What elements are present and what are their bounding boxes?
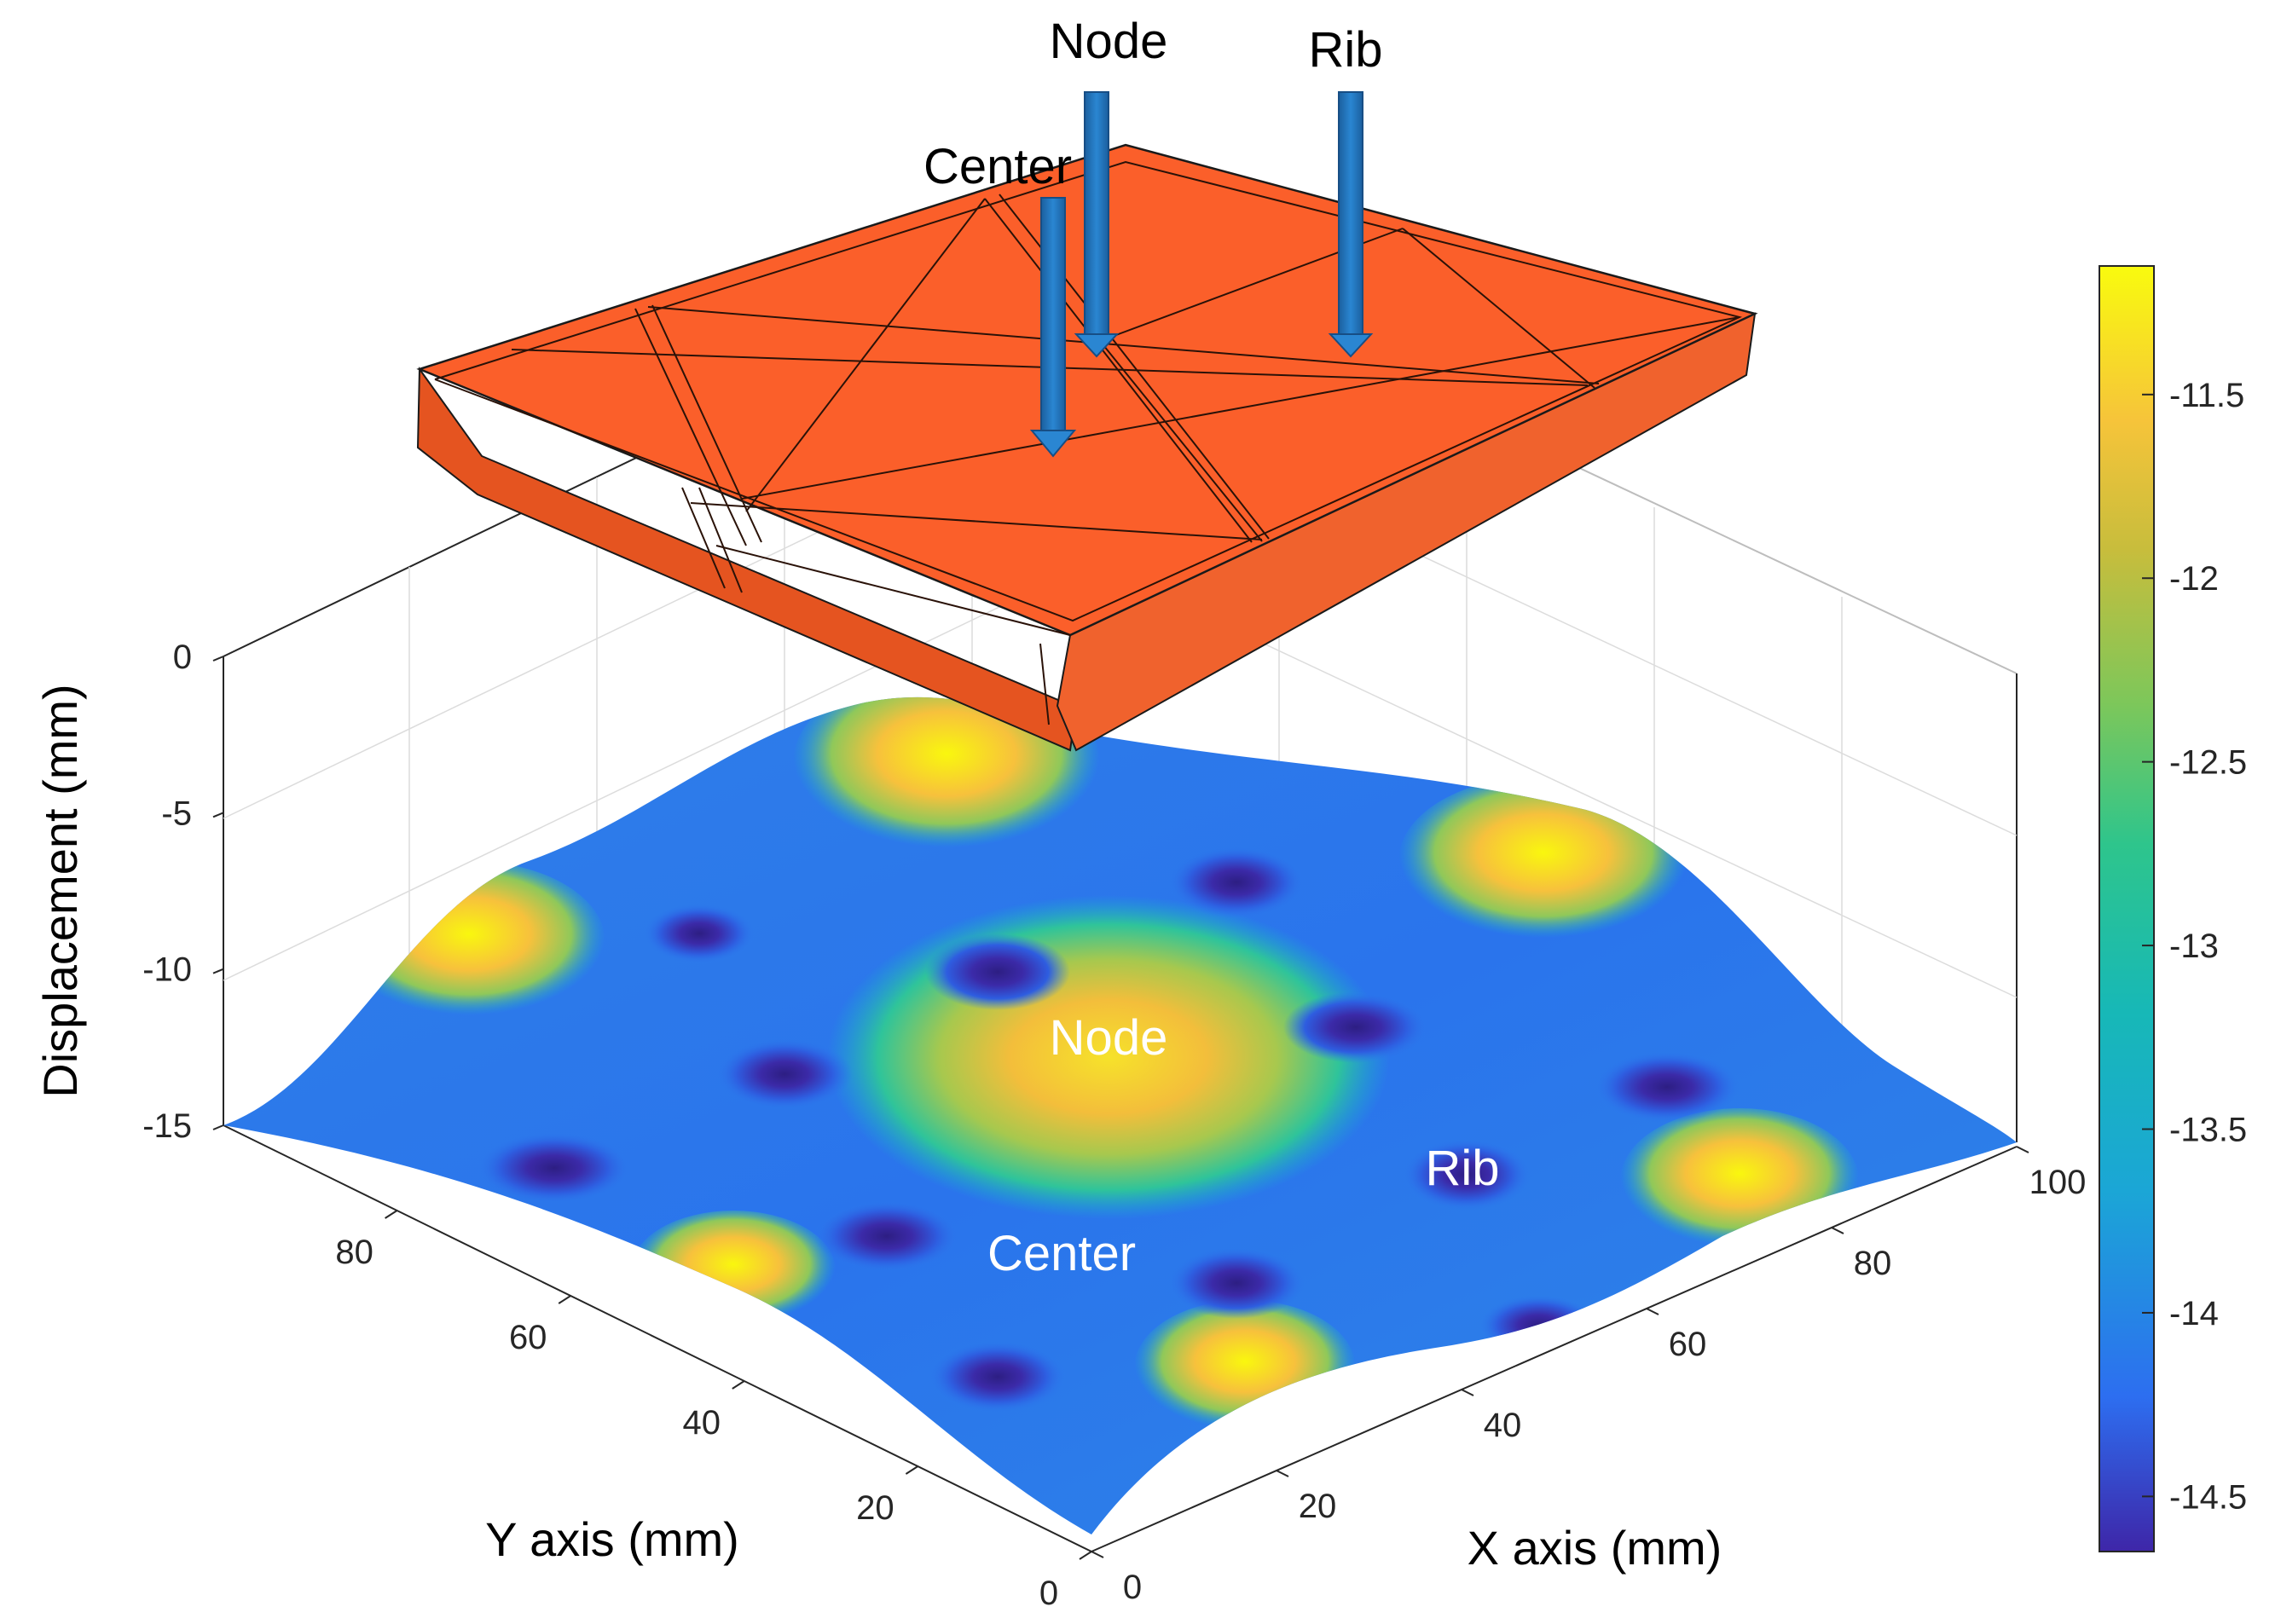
colorbar-ticks: -11.5 -12 -12.5 -13 -13.5 -14 -14.5 <box>2142 377 2247 1516</box>
surface-label-node: Node <box>1050 1010 1168 1066</box>
z-tick-mark <box>212 656 224 662</box>
panel-lattice-lines <box>434 160 1743 725</box>
surface-label-rib: Rib <box>1425 1141 1499 1196</box>
z-axis-label: Displacement (mm) <box>33 684 87 1097</box>
surface-peak <box>1134 1300 1356 1436</box>
surface-peak <box>1398 776 1688 946</box>
x-tick-label: 100 <box>2029 1164 2087 1201</box>
y-tick-label: 80 <box>335 1234 373 1271</box>
z-tick-label: -15 <box>142 1107 192 1145</box>
surface-hole <box>644 904 755 963</box>
arrow-node <box>1074 91 1120 358</box>
x-tick-labels: 0 20 40 60 80 100 <box>1091 1146 2087 1606</box>
x-tick-label: 80 <box>1854 1245 1892 1282</box>
y-axis-label: Y axis (mm) <box>485 1512 739 1566</box>
z-tick-mark <box>212 1124 224 1130</box>
colorbar-tick-label: -12 <box>2169 560 2219 598</box>
x-tick-mark <box>1091 1551 1104 1558</box>
arrow-label-rib: Rib <box>1308 22 1382 78</box>
x-tick-mark <box>1276 1470 1289 1477</box>
z-tick-label: -5 <box>161 795 192 832</box>
colorbar-tick-label: -14.5 <box>2169 1478 2247 1516</box>
panel-left-face <box>416 366 1078 752</box>
x-tick-label: 40 <box>1484 1407 1522 1444</box>
x-axis-label: X axis (mm) <box>1468 1521 1722 1575</box>
z-tick-mark <box>212 812 224 818</box>
x-tick-label: 20 <box>1299 1488 1337 1525</box>
arrow-label-center: Center <box>923 139 1072 194</box>
colorbar-tick-label: -12.5 <box>2169 744 2247 782</box>
arrow-rib <box>1328 91 1374 358</box>
surface-peak <box>631 1211 836 1330</box>
colorbar-tick-label: -13.5 <box>2169 1112 2247 1149</box>
y-tick-mark <box>385 1210 398 1219</box>
surface-hole <box>478 1132 631 1204</box>
y-tick-label: 0 <box>1039 1575 1058 1612</box>
surface-label-center: Center <box>987 1226 1136 1281</box>
colorbar-tick-label: -11.5 <box>2169 377 2244 414</box>
colorbar-tick-label: -13 <box>2169 928 2219 965</box>
z-tick-label: -10 <box>142 951 192 989</box>
x-tick-label: 0 <box>1123 1569 1142 1606</box>
x-tick-mark <box>1831 1227 1844 1234</box>
lattice-panel-inset: Node Rib Center <box>416 14 1758 752</box>
y-tick-mark <box>558 1295 571 1304</box>
surface-hole <box>1403 1139 1531 1211</box>
z-tick-labels: 0 -5 -10 -15 <box>142 639 224 1145</box>
x-tick-mark <box>1461 1389 1474 1396</box>
surface-hole <box>1479 1295 1599 1356</box>
y-tick-labels: 0 20 40 60 80 <box>335 1210 1092 1612</box>
surface-hole <box>814 1200 959 1272</box>
panel-top-face <box>416 143 1758 637</box>
surface-hole <box>716 1038 853 1110</box>
colorbar: -11.5 -12 -12.5 -13 -13.5 -14 -14.5 <box>2099 265 2247 1552</box>
surface-hole <box>1168 847 1305 918</box>
displacement-surface <box>223 696 2017 1534</box>
y-tick-mark <box>905 1465 918 1475</box>
colorbar-gradient <box>2099 265 2155 1552</box>
y-tick-label: 60 <box>509 1319 547 1356</box>
colorbar-tick-label: -14 <box>2169 1295 2219 1332</box>
surface-hole <box>1595 1051 1740 1123</box>
arrow-label-node: Node <box>1050 14 1168 69</box>
surface-hole <box>929 1341 1066 1413</box>
y-tick-label: 20 <box>856 1489 894 1527</box>
surface-peak <box>333 861 605 1023</box>
surface-hole <box>1168 1247 1305 1319</box>
y-tick-mark <box>1079 1551 1092 1560</box>
surface-hole <box>925 933 1070 1010</box>
y-tick-label: 40 <box>683 1404 721 1442</box>
x-tick-mark <box>1646 1308 1659 1315</box>
y-axis-line <box>223 1124 1092 1552</box>
x-axis-line <box>1091 1146 2018 1552</box>
y-tick-mark <box>732 1380 745 1390</box>
z-tick-mark <box>212 968 224 974</box>
x-tick-mark <box>2016 1146 2029 1153</box>
surface-hole <box>1283 991 1428 1063</box>
z-tick-label: 0 <box>173 639 192 676</box>
arrow-center <box>1029 197 1077 458</box>
x-tick-label: 60 <box>1669 1326 1707 1363</box>
